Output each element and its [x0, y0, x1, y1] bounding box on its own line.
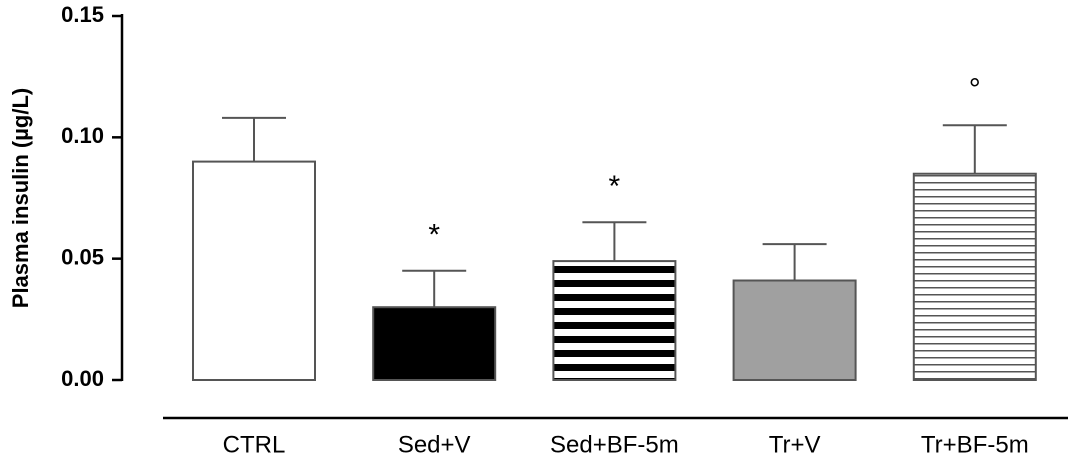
y-tick-label: 0.15	[61, 2, 104, 27]
annotation: *	[609, 170, 621, 203]
y-tick-label: 0.05	[61, 244, 104, 269]
y-axis-label: Plasma insulin (µg/L)	[8, 88, 33, 308]
bar	[372, 306, 497, 382]
x-tick-label: Tr+BF-5m	[921, 431, 1029, 458]
bar	[552, 260, 677, 381]
x-tick-label: Tr+V	[769, 431, 821, 458]
annotation: *	[428, 219, 440, 252]
y-tick-label: 0.00	[61, 366, 104, 391]
x-tick-label: Sed+BF-5m	[550, 431, 679, 458]
x-tick-label: Sed+V	[398, 431, 471, 458]
bar	[192, 160, 316, 381]
annotation: °	[969, 73, 981, 106]
y-tick-label: 0.10	[61, 123, 104, 148]
bar	[732, 279, 857, 381]
x-tick-label: CTRL	[223, 431, 286, 458]
bar	[912, 172, 1037, 381]
